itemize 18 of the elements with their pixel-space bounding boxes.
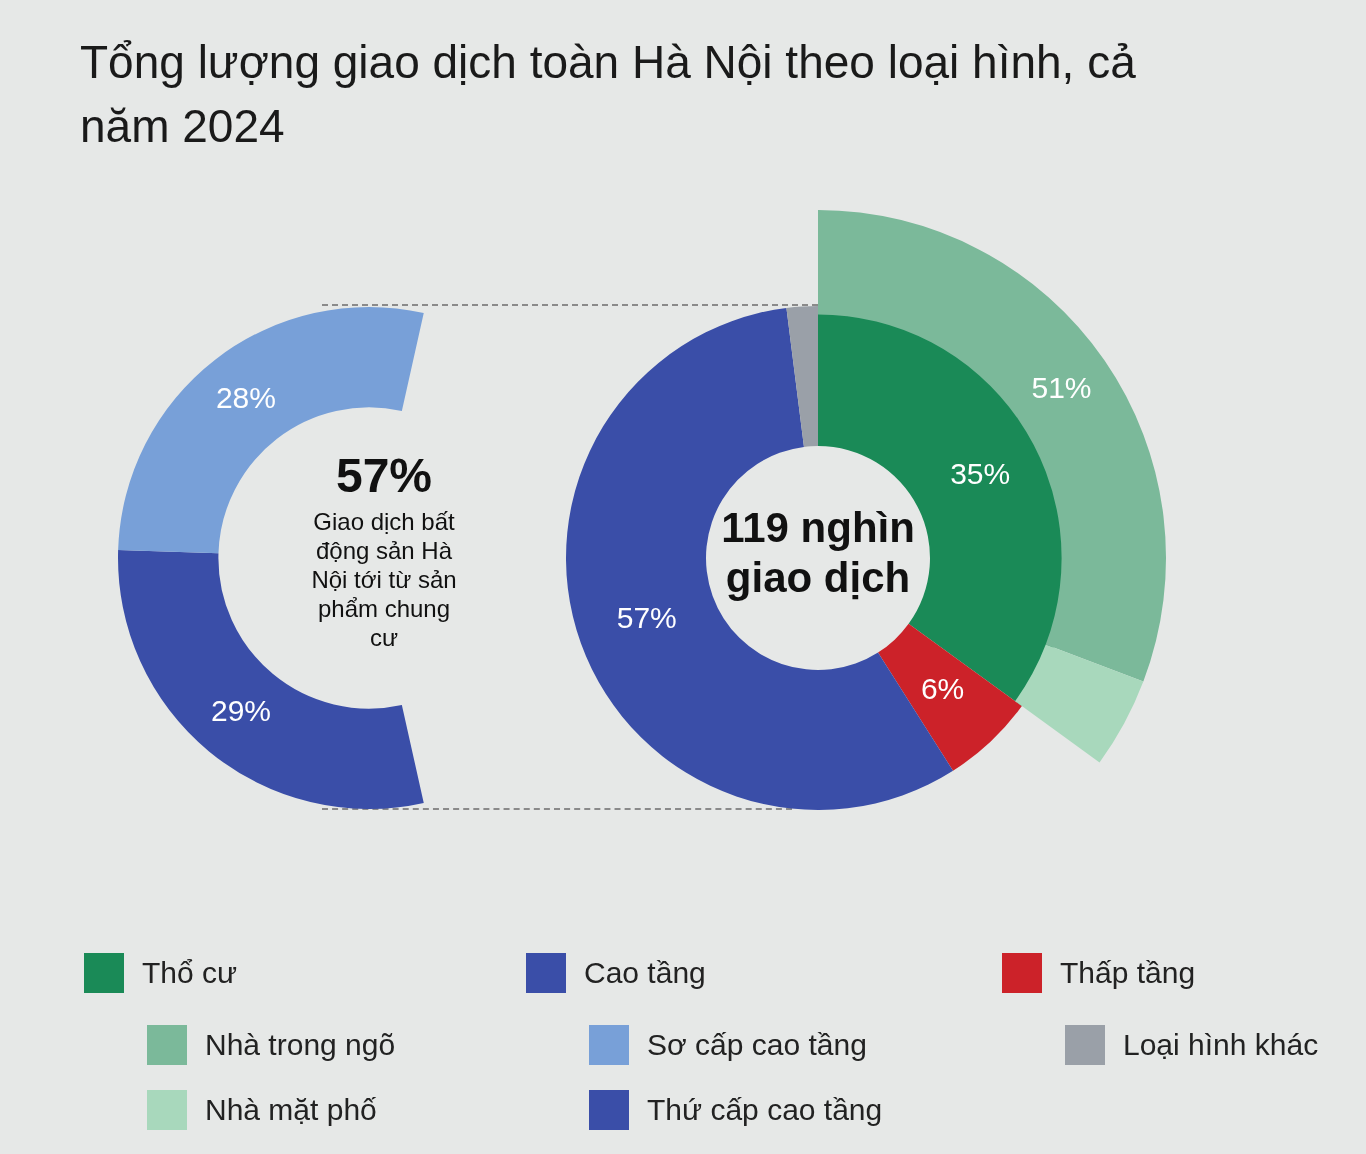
data-label: 28%	[215, 380, 276, 414]
legend-label: Loại hình khác	[1123, 1028, 1319, 1062]
data-label: 57%	[616, 600, 677, 634]
legend-label: Cao tầng	[584, 956, 706, 990]
text: 57%	[334, 448, 434, 503]
legend-label: Thấp tầng	[1060, 956, 1196, 990]
legend-label: Nhà trong ngõ	[205, 1028, 396, 1062]
data-label: 29%	[210, 693, 272, 727]
legend-label: Thứ cấp cao tầng	[647, 1093, 883, 1127]
data-label: 6%	[920, 671, 965, 705]
data-label: 51%	[1031, 371, 1092, 405]
text: Giao dịch bất động sản Hà Nội tới từ sản phẩm chung cư	[310, 507, 458, 652]
chart-title: Tổng lượng giao dịch toàn Hà Nội theo loại hình, cả năm 2024	[80, 35, 1137, 154]
legend-label: Thổ cư	[142, 956, 238, 990]
data-label: 35%	[950, 456, 1011, 490]
legend-label: Sơ cấp cao tầng	[647, 1028, 867, 1062]
text: 119 nghìn giao dịch	[720, 503, 916, 603]
legend-label: Nhà mặt phố	[205, 1093, 377, 1127]
